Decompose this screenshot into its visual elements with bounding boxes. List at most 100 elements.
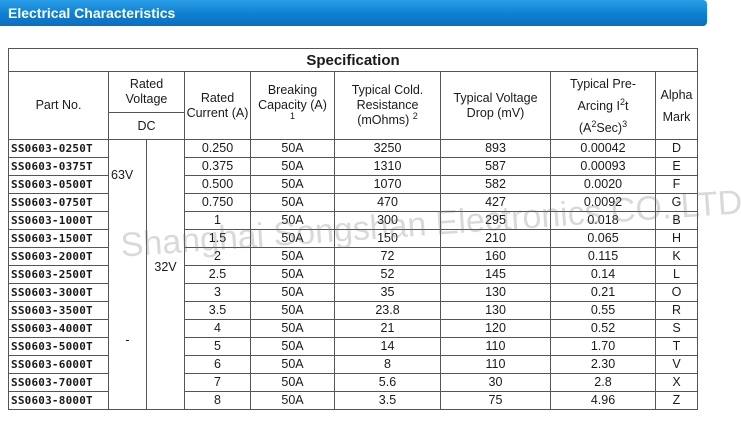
- cell-pre-arcing: 1.70: [550, 337, 656, 356]
- cell-cold-resistance: 52: [334, 265, 441, 284]
- cell-rated-current: 8: [184, 391, 251, 410]
- cell-part-no: SS0603-0250T: [8, 139, 109, 158]
- cell-part-no: SS0603-7000T: [8, 373, 109, 392]
- cell-voltage-dash: -: [108, 211, 147, 410]
- cell-rated-current: 3.5: [184, 301, 251, 320]
- cell-pre-arcing: 0.55: [550, 301, 656, 320]
- cell-alpha-mark: Z: [655, 391, 698, 410]
- cell-alpha-mark: H: [655, 229, 698, 248]
- cell-part-no: SS0603-0750T: [8, 193, 109, 212]
- cell-pre-arcing: 0.065: [550, 229, 656, 248]
- cell-part-no: SS0603-1000T: [8, 211, 109, 230]
- header-part-no: Part No.: [8, 71, 109, 140]
- superscript: 2: [619, 96, 625, 107]
- header-cold-resistance-label: Typical Cold. Resistance (mOhms): [351, 83, 424, 127]
- header-breaking-capacity-label: Breaking Capacity (A): [258, 83, 327, 112]
- cell-part-no: SS0603-1500T: [8, 229, 109, 248]
- table-row: SS0603-0750T 0.750 50A 470 427 0.0092 G: [8, 193, 698, 212]
- cell-breaking-capacity: 50A: [250, 139, 335, 158]
- cell-pre-arcing: 0.52: [550, 319, 656, 338]
- cell-breaking-capacity: 50A: [250, 391, 335, 410]
- cell-alpha-mark: E: [655, 157, 698, 176]
- cell-rated-current: 2: [184, 247, 251, 266]
- cell-breaking-capacity: 50A: [250, 247, 335, 266]
- cell-alpha-mark: B: [655, 211, 698, 230]
- cell-part-no: SS0603-0500T: [8, 175, 109, 194]
- cell-pre-arcing: 0.0092: [550, 193, 656, 212]
- header-pre-arcing-line1: Typical Pre-: [570, 76, 636, 91]
- cell-alpha-mark: D: [655, 139, 698, 158]
- cell-voltage-drop: 75: [440, 391, 551, 410]
- cell-cold-resistance: 3.5: [334, 391, 441, 410]
- header-rated-voltage: Rated Voltage: [108, 71, 185, 113]
- cell-cold-resistance: 14: [334, 337, 441, 356]
- header-breaking-capacity: Breaking Capacity (A) 1: [250, 71, 335, 140]
- cell-part-no: SS0603-2000T: [8, 247, 109, 266]
- cell-cold-resistance: 8: [334, 355, 441, 374]
- cell-pre-arcing: 0.018: [550, 211, 656, 230]
- cell-voltage-drop: 427: [440, 193, 551, 212]
- cell-pre-arcing: 4.96: [550, 391, 656, 410]
- header-rated-voltage-dc: DC: [108, 112, 185, 140]
- cell-cold-resistance: 5.6: [334, 373, 441, 392]
- cell-cold-resistance: 21: [334, 319, 441, 338]
- table-row: SS0603-0250T 63V 32V 0.250 50A 3250 893 0.00042…: [8, 139, 698, 410]
- cell-alpha-mark: R: [655, 301, 698, 320]
- cell-breaking-capacity: 50A: [250, 175, 335, 194]
- cell-rated-current: 2.5: [184, 265, 251, 284]
- cell-voltage-drop: 145: [440, 265, 551, 284]
- cell-alpha-mark: G: [655, 193, 698, 212]
- cell-breaking-capacity: 50A: [250, 211, 335, 230]
- cell-rated-current: 0.750: [184, 193, 251, 212]
- cell-rated-current: 5: [184, 337, 251, 356]
- cell-pre-arcing: 2.30: [550, 355, 656, 374]
- cell-part-no: SS0603-8000T: [8, 391, 109, 410]
- cell-pre-arcing: 0.115: [550, 247, 656, 266]
- cell-cold-resistance: 72: [334, 247, 441, 266]
- cell-pre-arcing: 0.21: [550, 283, 656, 302]
- cell-pre-arcing: 0.00042: [550, 139, 656, 158]
- footnote-marker: 1: [289, 110, 295, 121]
- cell-alpha-mark: T: [655, 337, 698, 356]
- cell-voltage-drop: 30: [440, 373, 551, 392]
- header-pre-arcing-line2: Arcing I: [577, 98, 620, 113]
- cell-rated-current: 7: [184, 373, 251, 392]
- cell-rated-current: 1.5: [184, 229, 251, 248]
- cell-breaking-capacity: 50A: [250, 157, 335, 176]
- cell-breaking-capacity: 50A: [250, 301, 335, 320]
- cell-cold-resistance: 3250: [334, 139, 441, 158]
- cell-voltage-drop: 110: [440, 337, 551, 356]
- header-pre-arcing-t: t: [624, 98, 629, 113]
- cell-alpha-mark: V: [655, 355, 698, 374]
- section-title: Electrical Characteristics: [8, 5, 176, 21]
- cell-breaking-capacity: 50A: [250, 229, 335, 248]
- cell-voltage-drop: 120: [440, 319, 551, 338]
- cell-pre-arcing: 0.0020: [550, 175, 656, 194]
- cell-breaking-capacity: 50A: [250, 193, 335, 212]
- cell-part-no: SS0603-3500T: [8, 301, 109, 320]
- cell-part-no: SS0603-4000T: [8, 319, 109, 338]
- header-pre-arcing: Typical Pre- Arcing I2t (A2Sec)3: [550, 71, 656, 140]
- cell-rated-current: 3: [184, 283, 251, 302]
- cell-part-no: SS0603-6000T: [8, 355, 109, 374]
- table-row: SS0603-5000T 5 50A 14 110 1.70 T: [8, 337, 698, 356]
- table-row: SS0603-7000T 7 50A 5.6 30 2.8 X: [8, 373, 698, 392]
- cell-pre-arcing: 0.14: [550, 265, 656, 284]
- cell-voltage-drop: 130: [440, 283, 551, 302]
- table-title: Specification: [8, 48, 698, 72]
- cell-breaking-capacity: 50A: [250, 283, 335, 302]
- cell-voltage-drop: 130: [440, 301, 551, 320]
- footnote-marker: 3: [622, 118, 628, 129]
- table-row: SS0603-8000T 8 50A 3.5 75 4.96 Z: [8, 391, 698, 410]
- cell-part-no: SS0603-2500T: [8, 265, 109, 284]
- table-row: SS0603-2500T 2.5 50A 52 145 0.14 L: [8, 265, 698, 284]
- cell-voltage-drop: 160: [440, 247, 551, 266]
- cell-rated-current: 1: [184, 211, 251, 230]
- cell-voltage-32v: 32V: [146, 139, 185, 410]
- cell-cold-resistance: 1070: [334, 175, 441, 194]
- cell-rated-current: 4: [184, 319, 251, 338]
- cell-voltage-drop: 582: [440, 175, 551, 194]
- cell-voltage-drop: 295: [440, 211, 551, 230]
- cell-cold-resistance: 150: [334, 229, 441, 248]
- cell-part-no: SS0603-3000T: [8, 283, 109, 302]
